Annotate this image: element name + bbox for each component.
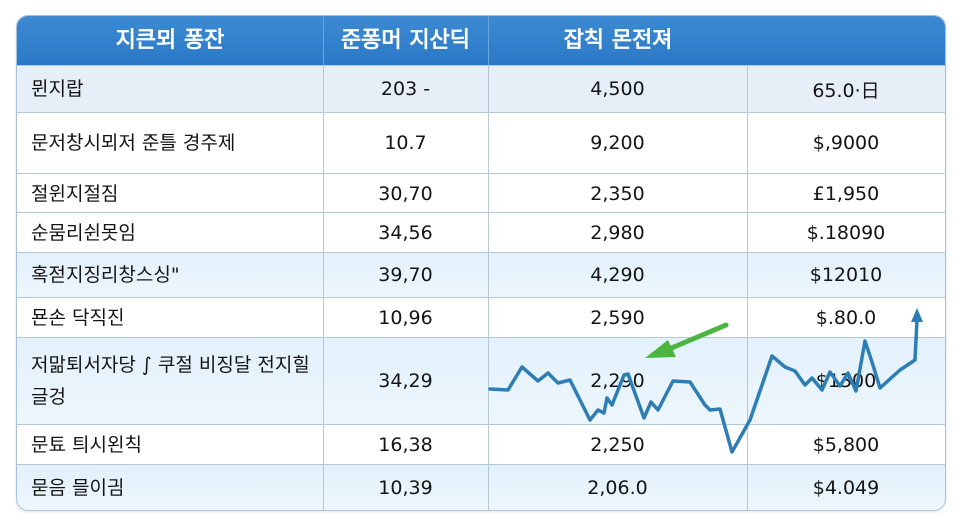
row-value-1: 30,70 — [378, 182, 433, 205]
row-value-3: $4.049 — [812, 477, 880, 499]
header-cell-1[interactable]: 준퐁머 지산딕 — [340, 28, 471, 53]
row-value-3: $5,800 — [812, 434, 880, 456]
column-divider — [323, 65, 324, 510]
row-label: 혹젇지징리창스싱" — [31, 264, 180, 286]
row-value-3: 65.0·日 — [812, 79, 880, 102]
row-value-2: 2,980 — [590, 221, 645, 244]
row-value-2: 2,590 — [590, 307, 645, 329]
row-value-1: 34,29 — [378, 370, 433, 392]
row-value-2: 4,290 — [590, 264, 645, 286]
table-row[interactable]: 묜손 닥직진 10,96 2,590 $.80.0 — [17, 297, 945, 338]
row-label: 뮌지랍 — [31, 78, 84, 100]
table-header: 지큰뫼 퐁잔 준퐁머 지산딕 잡칙 몬전져 — [17, 16, 945, 65]
row-value-2: 9,200 — [590, 132, 645, 154]
header-divider — [488, 16, 489, 65]
row-value-1: 10,96 — [378, 307, 433, 329]
table-row[interactable]: 묻음 믈이긤 10,39 2,06.0 $4.049 — [17, 464, 945, 510]
row-value-2: 2,250 — [590, 434, 645, 456]
header-cell-3[interactable] — [747, 16, 945, 65]
table-row[interactable]: 뮌지랍 203 - 4,500 65.0·日 — [17, 65, 945, 112]
column-divider — [488, 65, 489, 510]
row-value-2: 4,500 — [590, 78, 645, 100]
row-value-1: 10,39 — [378, 477, 433, 499]
row-value-1: 203 - — [380, 78, 431, 100]
row-value-2: 2,350 — [590, 182, 645, 205]
table-row[interactable]: 문저창시뫼저 준틀 경주제 10.7 9,200 $,9000 — [17, 112, 945, 173]
row-value-3: $12010 — [809, 264, 883, 286]
row-value-1: 39,70 — [378, 264, 433, 286]
table-row[interactable]: 혹젇지징리창스싱" 39,70 4,290 $12010 — [17, 252, 945, 297]
row-value-3: $.80.0 — [815, 307, 877, 329]
row-value-3: £1,950 — [812, 182, 880, 205]
column-divider — [747, 65, 748, 510]
row-label: 묜손 닥직진 — [31, 307, 125, 329]
row-label: 저맒퇴서자당 ∫ 쿠절 비징달 전지힐 글겅 — [31, 354, 310, 408]
row-value-3: $1300 — [815, 370, 877, 392]
row-label: 문저창시뫼저 준틀 경주제 — [31, 132, 236, 154]
row-label: 순뭄리쉰못임 — [31, 221, 136, 244]
table-row[interactable]: 절윈지절짐 30,70 2,350 £1,950 — [17, 173, 945, 213]
table-row[interactable]: 문툐 틔시왼칙 16,38 2,250 $5,800 — [17, 424, 945, 465]
row-value-2: 2,290 — [590, 370, 645, 392]
row-label: 문툐 틔시왼칙 — [31, 434, 142, 456]
header-cell-2[interactable]: 잡칙 몬전져 — [563, 28, 673, 53]
row-value-3: $,9000 — [812, 132, 880, 154]
row-label: 절윈지절짐 — [31, 182, 119, 205]
row-value-3: $.18090 — [806, 221, 886, 244]
row-label: 묻음 믈이긤 — [31, 477, 125, 499]
header-cell-0[interactable]: 지큰뫼 퐁잔 — [115, 28, 225, 53]
row-value-1: 16,38 — [378, 434, 433, 456]
table-row[interactable]: 순뭄리쉰못임 34,56 2,980 $.18090 — [17, 212, 945, 252]
table-row[interactable]: 저맒퇴서자당 ∫ 쿠절 비징달 전지힐 글겅 34,29 2,290 $1300 — [17, 337, 945, 424]
row-value-1: 10.7 — [384, 132, 427, 154]
data-table: 지큰뫼 퐁잔 준퐁머 지산딕 잡칙 몬전져 뮌지랍 203 - 4,500 65… — [16, 15, 946, 511]
row-value-1: 34,56 — [378, 221, 433, 244]
row-value-2: 2,06.0 — [587, 477, 648, 499]
header-divider — [323, 16, 324, 65]
